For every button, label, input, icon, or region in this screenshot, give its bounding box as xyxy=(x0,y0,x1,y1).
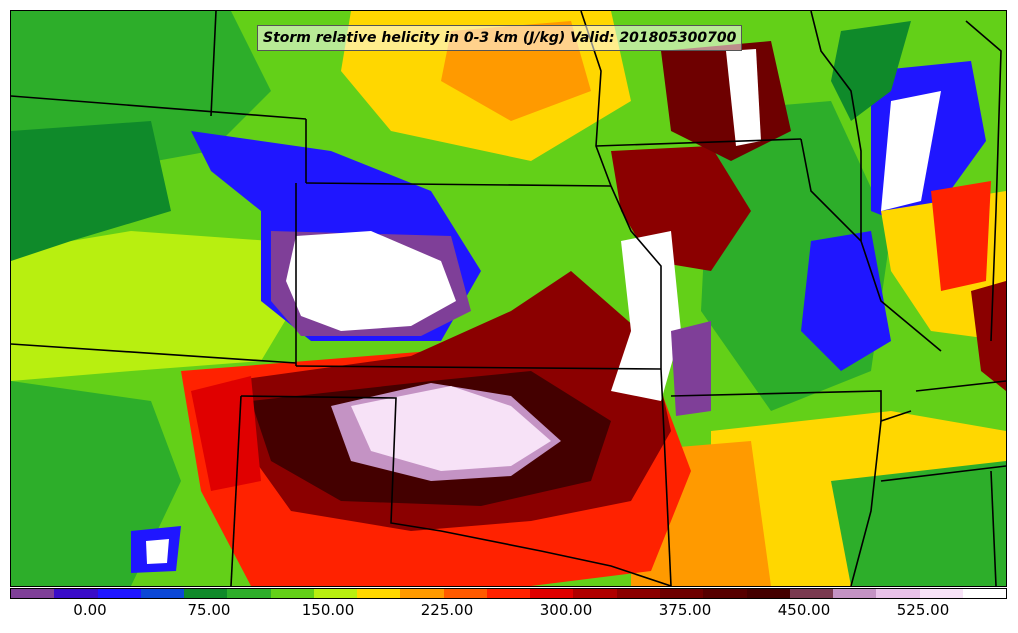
field-red-east xyxy=(931,181,991,291)
field-red-texas xyxy=(191,376,261,491)
border-line xyxy=(295,365,662,370)
map-title: Storm relative helicity in 0-3 km (J/kg)… xyxy=(257,25,743,51)
field-white-iowa xyxy=(726,49,761,146)
field-purple-missouri xyxy=(671,321,711,416)
field-yellow-band xyxy=(11,231,291,381)
colorbar-tick-label: 0.00 xyxy=(73,601,107,619)
colorbar-tick-label: 375.00 xyxy=(658,601,712,619)
colorbar-segment xyxy=(184,589,228,598)
colorbar-segment xyxy=(573,589,617,598)
field-darkgreen-west xyxy=(11,121,171,261)
border-line xyxy=(880,465,1006,482)
field-white-missouri xyxy=(611,231,681,401)
colorbar-segment xyxy=(443,589,487,598)
colorbar-tick-label: 75.00 xyxy=(187,601,231,619)
border-line xyxy=(305,182,612,187)
field-white-northeast xyxy=(881,91,941,211)
colorbar-segment xyxy=(616,589,660,598)
colorbar-segment xyxy=(530,589,574,598)
colorbar-tick-label: 450.00 xyxy=(777,601,831,619)
helicity-field-map xyxy=(11,11,1006,586)
colorbar-segment xyxy=(11,589,55,598)
border-line xyxy=(915,380,1006,392)
border-line xyxy=(850,420,882,586)
colorbar-segment xyxy=(140,589,185,598)
border-line xyxy=(240,395,672,586)
field-white-oklahoma xyxy=(351,386,551,471)
state-borders xyxy=(11,11,1006,586)
colorbar-tick-label: 300.00 xyxy=(539,601,593,619)
colorbar-segment xyxy=(357,589,401,598)
map-panel: Storm relative helicity in 0-3 km (J/kg)… xyxy=(10,10,1007,587)
colorbar-segment xyxy=(400,589,444,598)
border-line xyxy=(210,11,217,117)
colorbar-segment xyxy=(746,589,790,598)
border-line xyxy=(11,95,307,120)
colorbar-segment xyxy=(919,589,963,598)
colorbar-segment xyxy=(703,589,747,598)
border-line xyxy=(990,470,997,586)
colorbar-segment xyxy=(97,589,141,598)
field-darkgreen-northeast xyxy=(831,21,911,121)
border-line xyxy=(670,390,912,423)
colorbar-segment xyxy=(54,589,98,598)
colorbar-tick-label: 525.00 xyxy=(896,601,950,619)
colorbar-segment xyxy=(962,589,1007,598)
border-line xyxy=(610,185,662,369)
colorbar-segment xyxy=(486,589,531,598)
border-line xyxy=(230,395,242,586)
field-green-southeast xyxy=(831,461,1006,586)
colorbar-segment xyxy=(789,589,834,598)
colorbar-segment xyxy=(227,589,271,598)
border-line xyxy=(660,368,672,586)
colorbar-segment xyxy=(270,589,314,598)
colorbar-tick-label: 225.00 xyxy=(420,601,474,619)
colorbar xyxy=(10,588,1007,599)
colorbar-segment xyxy=(833,589,877,598)
colorbar-tick-label: 150.00 xyxy=(301,601,355,619)
colorbar-segment xyxy=(659,589,704,598)
border-line xyxy=(11,343,297,364)
border-line xyxy=(965,20,1002,342)
border-line xyxy=(595,138,802,147)
border-line xyxy=(810,11,862,241)
field-darkred-far-east xyxy=(971,281,1006,391)
field-white-sw-cell xyxy=(146,539,169,564)
colorbar-segment xyxy=(313,589,358,598)
field-white-colorado xyxy=(286,231,456,331)
colorbar-segment xyxy=(876,589,920,598)
